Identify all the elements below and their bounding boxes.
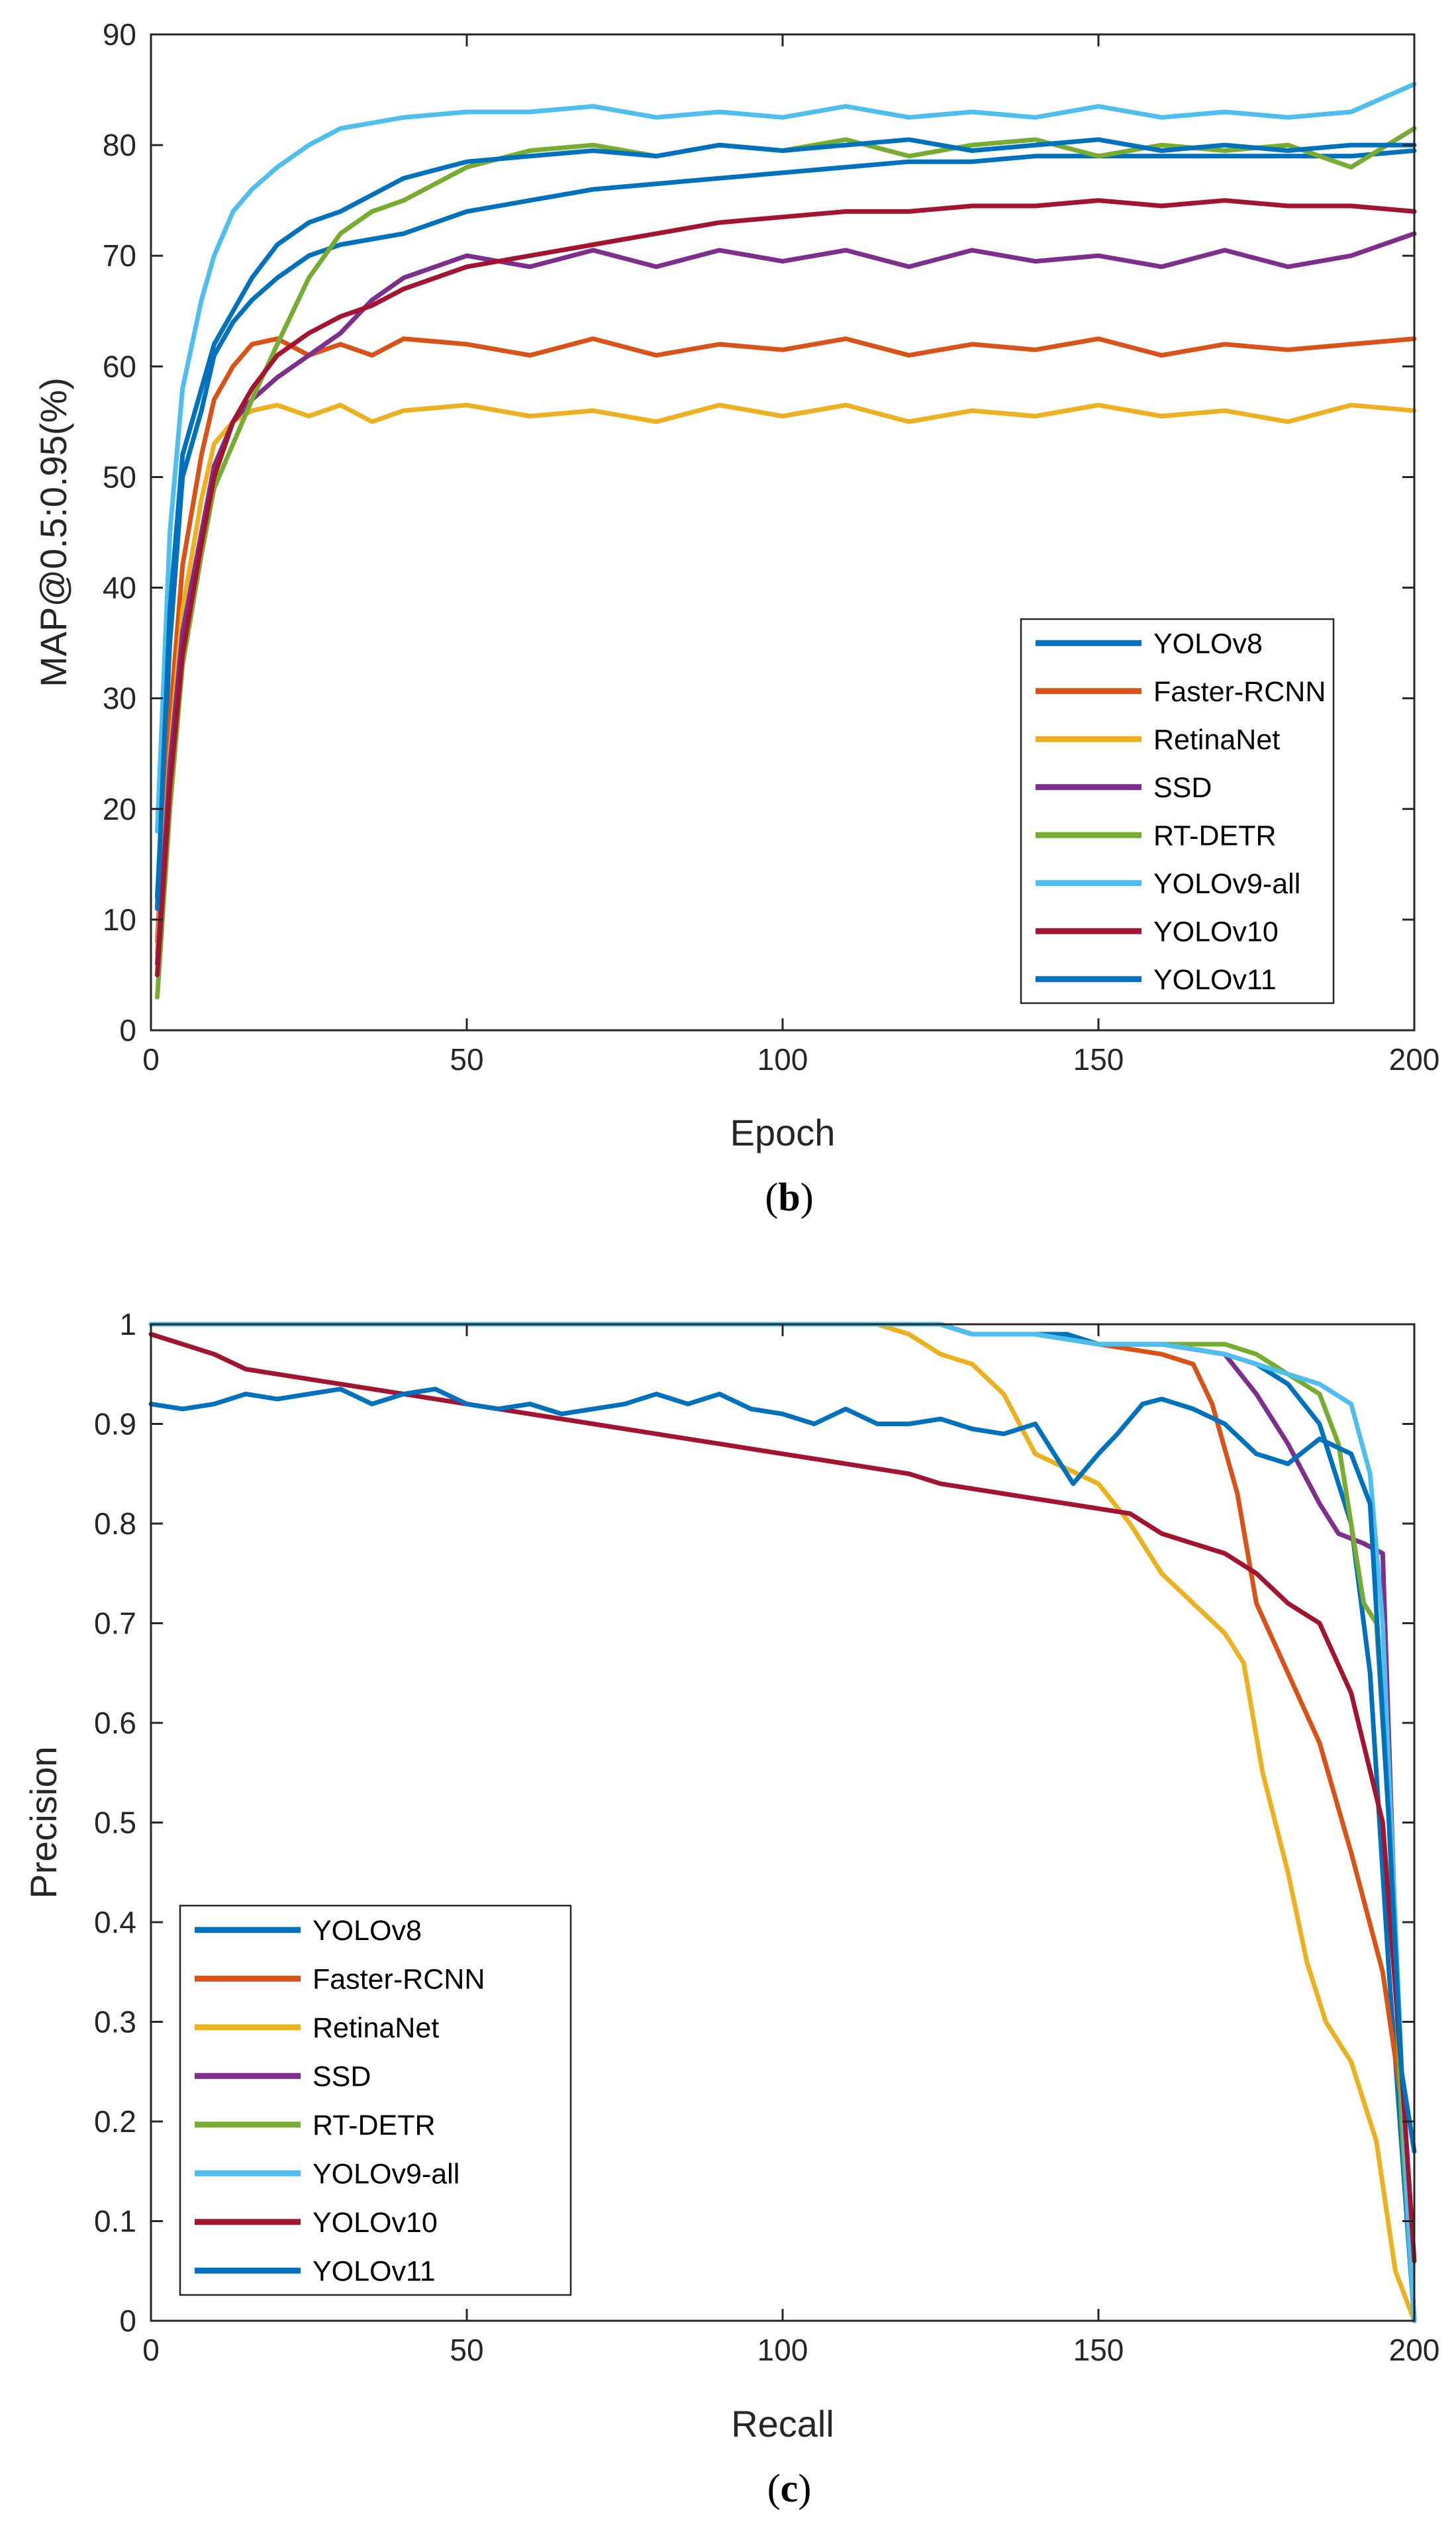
panel-b-caption-open: (	[765, 1175, 778, 1219]
panel-c-caption: (c)	[767, 2466, 812, 2510]
x-tick-label: 0	[142, 2333, 160, 2367]
panel-b-caption-close: )	[801, 1175, 814, 1219]
panel-b-series-line-yolov8	[155, 148, 1417, 900]
legend-label: YOLOv8	[1153, 628, 1263, 659]
legend-box	[1020, 618, 1335, 1004]
panel-b-series-line-yolov10	[155, 198, 1417, 977]
panel-b-series-line-yolov9-all	[155, 81, 1417, 834]
panel-b-y-ticks: 0 10 20 30 40 50 60 70 80 90	[103, 17, 1414, 1047]
y-tick-label: 0.8	[94, 1506, 136, 1541]
panel-c-y-axis-label: Precision	[23, 1746, 64, 1898]
panel-b-series-line-faster-rcnn	[155, 336, 1417, 944]
panel-c-lines	[148, 1322, 1417, 2323]
legend-label: RT-DETR	[313, 2110, 436, 2141]
panel-c-series-line-yolov9-all	[148, 1322, 1417, 2323]
y-tick-label: 0	[119, 2304, 136, 2338]
y-tick-label: 30	[103, 681, 136, 716]
panel-c-x-ticks: 0 50 100 150 200	[142, 1324, 1439, 2367]
panel-b-caption-letter: b	[778, 1175, 800, 1219]
panel-b-x-ticks: 0 50 100 150 200	[142, 34, 1439, 1077]
y-tick-label: 70	[103, 238, 136, 273]
y-tick-label: 0.5	[94, 1806, 136, 1840]
panel-b-x-axis-label: Epoch	[730, 1112, 836, 1153]
x-tick-label: 50	[450, 1042, 483, 1077]
panel-c-series-line-yolov11	[148, 1387, 1417, 2154]
x-tick-label: 150	[1073, 2333, 1124, 2367]
y-tick-label: 0.4	[94, 1905, 136, 1939]
legend-label: SSD	[313, 2061, 371, 2092]
panel-c-caption-open: (	[767, 2466, 781, 2510]
x-tick-label: 0	[142, 1042, 160, 1077]
panel-c-x-axis-label: Recall	[731, 2403, 834, 2445]
panel-c-legend: YOLOv8 Faster-RCNN RetinaNet SSD RT-DETR YOLO…	[179, 1904, 572, 2296]
y-tick-label: 0.3	[94, 2005, 136, 2039]
y-tick-label: 0.7	[94, 1606, 136, 1641]
legend-label: Faster-RCNN	[1153, 676, 1326, 708]
panel-b-y-axis-label: MAP@0.5:0.95(%)	[32, 377, 74, 687]
legend-label: RT-DETR	[1153, 820, 1277, 852]
panel-b-series-line-yolov11	[155, 137, 1417, 911]
x-tick-label: 200	[1389, 1042, 1440, 1077]
legend-label: RetinaNet	[313, 2012, 439, 2044]
y-tick-label: 0	[119, 1013, 136, 1047]
panel-c-series-line-retinanet	[148, 1322, 1417, 2323]
y-tick-label: 10	[103, 902, 136, 937]
panel-c-series-line-yolov10	[148, 1332, 1417, 2264]
y-tick-label: 60	[103, 349, 136, 383]
x-tick-label: 50	[450, 2333, 483, 2367]
panel-b-legend: YOLOv8 Faster-RCNN RetinaNet SSD RT-DETR YOLO…	[1020, 618, 1335, 1004]
panel-b-lines	[155, 81, 1417, 1000]
legend-label: YOLOv9-all	[1153, 868, 1300, 900]
legend-box	[179, 1904, 572, 2296]
legend-label: YOLOv9-all	[313, 2158, 460, 2190]
y-tick-label: 80	[103, 128, 136, 162]
y-tick-label: 40	[103, 571, 136, 605]
panel-b-series-line-rt-detr	[155, 126, 1417, 1000]
legend-label: RetinaNet	[1153, 724, 1280, 755]
y-tick-label: 0.2	[94, 2104, 136, 2139]
legend-label: YOLOv10	[1153, 916, 1279, 948]
y-tick-label: 20	[103, 792, 136, 826]
legend-label: YOLOv11	[1153, 964, 1277, 996]
x-tick-label: 100	[757, 1042, 808, 1077]
panel-c-caption-close: )	[798, 2466, 811, 2510]
y-tick-label: 90	[103, 17, 136, 52]
panel-c-caption-letter: c	[781, 2466, 799, 2510]
legend-label: SSD	[1153, 772, 1212, 804]
legend-label: Faster-RCNN	[313, 1963, 485, 1995]
x-tick-label: 200	[1389, 2333, 1440, 2367]
y-tick-label: 50	[103, 460, 136, 494]
legend-label: YOLOv11	[313, 2255, 436, 2287]
y-tick-label: 0.9	[94, 1407, 136, 1441]
panel-b-map-chart: 0 50 100 150 200 0 10 20 30 40 50 60 70 80 90 Epoch M…	[32, 17, 1439, 1219]
x-tick-label: 100	[757, 2333, 808, 2367]
y-tick-label: 1	[119, 1307, 136, 1341]
panel-b-series-line-retinanet	[155, 403, 1417, 955]
legend-label: YOLOv10	[313, 2207, 438, 2239]
x-tick-label: 150	[1073, 1042, 1124, 1077]
panel-b-caption: (b)	[765, 1175, 813, 1219]
y-tick-label: 0.1	[94, 2204, 136, 2239]
legend-label: YOLOv8	[313, 1915, 422, 1947]
panel-c-y-ticks: 0 0.1 0.2 0.3 0.4 0.5 0.6 0.7 0.8 0.9 1	[94, 1307, 1414, 2338]
panel-c-precision-recall-chart: 0 50 100 150 200 0 0.1 0.2 0.3 0.4 0.5 0.6 0.7 0.8 0.…	[23, 1307, 1439, 2510]
y-tick-label: 0.6	[94, 1706, 136, 1740]
